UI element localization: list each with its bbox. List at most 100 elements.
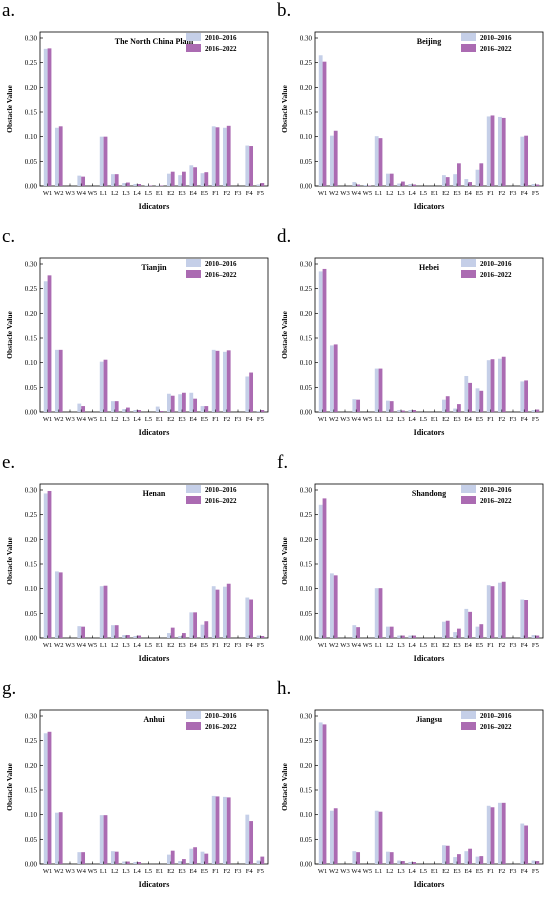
x-tick-label: F2 (223, 868, 230, 875)
x-tick-label: L5 (145, 868, 153, 875)
x-tick-label: E4 (190, 642, 198, 649)
bar-l4-series-2 (412, 862, 417, 864)
x-tick-label: E3 (178, 868, 186, 875)
y-tick-label: 0.05 (25, 158, 38, 166)
bar-f1-series-1 (211, 126, 216, 186)
bar-e5-series-2 (479, 624, 484, 638)
bar-f5-series-2 (260, 636, 265, 638)
y-tick-label: 0.20 (25, 762, 38, 770)
x-axis-label: Idicators (139, 202, 170, 211)
bar-f5-series-1 (531, 184, 536, 186)
x-tick-label: W4 (351, 190, 361, 197)
bar-w4-series-1 (352, 625, 357, 638)
bar-chart-svg: The North China Plain 0.00 0.05 0.10 0.15 0.2… (5, 31, 269, 211)
bar-e4-series-2 (468, 611, 473, 638)
bar-e4-series-2 (193, 612, 198, 638)
legend-label: 2016–2022 (480, 45, 512, 53)
bar-e4-series-2 (193, 398, 198, 412)
x-tick-label: F2 (498, 190, 505, 197)
x-tick-label: L1 (100, 190, 107, 197)
bar-f1-series-2 (490, 807, 495, 864)
panel-letter: h. (277, 678, 292, 699)
y-tick-label: 0.05 (300, 610, 313, 618)
bar-w2-series-1 (329, 135, 334, 186)
y-tick-label: 0.30 (300, 487, 313, 495)
y-tick-label: 0.15 (300, 109, 313, 117)
x-tick-label: F3 (235, 190, 243, 197)
panel-letter: e. (2, 452, 16, 473)
legend-swatch (186, 496, 201, 504)
bar-f4-series-2 (249, 146, 254, 186)
bar-l1-series-1 (99, 815, 104, 864)
x-tick-label: F2 (223, 416, 230, 423)
bar-l3-series-2 (401, 410, 405, 412)
x-tick-label: E2 (167, 868, 174, 875)
x-tick-label: W1 (318, 868, 328, 875)
bar-f1-series-2 (490, 586, 495, 638)
plot-frame (39, 709, 269, 865)
bar-f2-series-1 (222, 127, 227, 186)
plot-frame (314, 31, 544, 187)
bar-e4-series-1 (464, 608, 469, 638)
bar-l1-series-1 (374, 368, 379, 412)
chart-panel-north-china-plain: The North China Plain 0.00 0.05 0.10 0.15 0.2… (0, 0, 275, 226)
bar-e4-series-1 (189, 848, 194, 864)
bar-e5-series-2 (479, 390, 484, 412)
bar-e5-series-2 (479, 163, 484, 186)
bar-f5-series-2 (260, 410, 265, 412)
bar-f4-series-2 (249, 821, 254, 864)
y-tick-label: 0.30 (300, 261, 313, 269)
bar-e4-series-1 (464, 375, 469, 412)
x-tick-label: W4 (351, 642, 361, 649)
y-tick-label: 0.05 (25, 384, 38, 392)
bar-chart-svg: Jiangsu 0.00 0.05 0.10 0.15 0.20 0.25 0.30 Obsta… (280, 709, 544, 889)
bar-l2-series-2 (389, 173, 394, 186)
x-tick-label: W2 (329, 642, 339, 649)
plot-frame (39, 483, 269, 639)
bar-w2-series-1 (54, 349, 59, 412)
x-tick-label: E4 (465, 190, 473, 197)
y-tick-label: 0.25 (300, 511, 313, 519)
legend-label: 2016–2022 (205, 497, 237, 505)
bar-e2-series-1 (441, 175, 446, 186)
x-tick-label: E4 (465, 868, 473, 875)
bar-l2-series-2 (114, 401, 119, 412)
x-tick-label: L4 (409, 190, 417, 197)
y-tick-label: 0.30 (25, 487, 38, 495)
bar-w1-series-1 (318, 55, 323, 187)
bar-f5-series-1 (256, 411, 261, 412)
legend-swatch (461, 496, 476, 504)
bar-w2-series-1 (54, 571, 59, 638)
y-tick-label: 0.15 (300, 561, 313, 569)
bar-f1-series-1 (211, 586, 216, 638)
x-tick-label: W3 (340, 190, 350, 197)
x-tick-label: L2 (111, 868, 118, 875)
bar-e5-series-1 (475, 856, 480, 864)
x-tick-label: L3 (397, 642, 405, 649)
bar-w4-series-2 (356, 399, 361, 412)
y-tick-label: 0.00 (300, 183, 313, 191)
x-tick-label: E2 (442, 416, 449, 423)
x-tick-label: W1 (43, 416, 53, 423)
x-tick-label: L5 (420, 868, 428, 875)
bar-l1-series-2 (103, 136, 108, 186)
y-tick-label: 0.30 (25, 713, 38, 721)
x-tick-label: F3 (510, 190, 518, 197)
bar-f1-series-2 (215, 589, 220, 638)
bar-f5-series-2 (535, 184, 540, 186)
bar-l4-series-1 (408, 635, 413, 638)
x-tick-label: W4 (76, 416, 86, 423)
bar-f5-series-1 (256, 860, 261, 864)
bar-w4-series-2 (81, 406, 86, 412)
bar-w4-series-1 (352, 182, 357, 186)
bar-e5-series-1 (200, 406, 205, 412)
bar-f2-series-1 (222, 586, 227, 638)
y-tick-label: 0.10 (25, 811, 38, 819)
x-tick-label: F1 (487, 416, 494, 423)
bar-l3-series-1 (397, 635, 401, 638)
y-tick-label: 0.25 (25, 59, 38, 67)
x-tick-label: F3 (510, 416, 518, 423)
y-tick-label: 0.30 (25, 35, 38, 43)
bar-l2-series-1 (385, 626, 390, 638)
bar-f2-series-2 (501, 802, 506, 864)
